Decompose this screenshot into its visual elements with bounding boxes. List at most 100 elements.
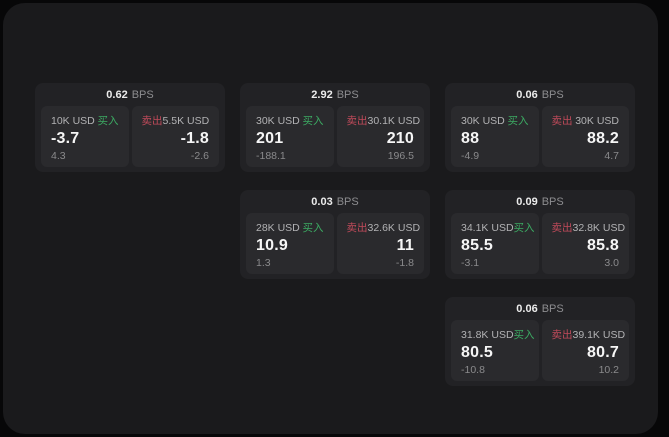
sell-quote-pane[interactable]: 卖出 5.5K USD -1.8 -2.6 [131, 106, 219, 167]
card-header: 2.92 BPS [246, 83, 424, 106]
buy-secondary-value: -188.1 [256, 150, 286, 162]
buy-notional: 30K USD [461, 114, 505, 127]
buy-pane-header: 28K USD 买入 [256, 220, 324, 235]
card-body: 31.8K USD 买入 80.5 -10.8 卖出 39.1K USD 80.… [451, 320, 629, 381]
quote-card-grid: 0.62 BPS 10K USD 买入 -3.7 4.3 卖出 5.5K USD … [35, 83, 635, 386]
buy-price: 201 [256, 130, 284, 147]
buy-pane-header: 34.1K USD 买入 [461, 220, 535, 235]
card-body: 30K USD 买入 201 -188.1 卖出 30.1K USD 210 1… [246, 106, 424, 167]
sell-pane-header: 卖出 30K USD [552, 113, 620, 128]
sell-quote-pane[interactable]: 卖出 32.6K USD 11 -1.8 [336, 213, 424, 274]
bps-unit-label: BPS [131, 89, 154, 101]
buy-price: 85.5 [461, 237, 493, 254]
card-header: 0.03 BPS [246, 190, 424, 213]
sell-secondary-value: 3.0 [604, 257, 619, 269]
buy-side-label: 买入 [97, 115, 119, 127]
card-body: 30K USD 买入 88 -4.9 卖出 30K USD 88.2 4.7 [451, 106, 629, 167]
sell-notional: 32.6K USD [367, 221, 421, 234]
sell-quote-pane[interactable]: 卖出 32.8K USD 85.8 3.0 [541, 213, 629, 274]
sell-pane-header: 卖出 32.6K USD [346, 220, 421, 235]
sell-price: 11 [396, 237, 414, 254]
quote-card: 0.62 BPS 10K USD 买入 -3.7 4.3 卖出 5.5K USD … [35, 83, 225, 172]
card-header: 0.06 BPS [451, 83, 629, 106]
sell-secondary-value: -2.6 [190, 150, 209, 162]
buy-secondary-value: -4.9 [461, 150, 480, 162]
buy-pane-header: 31.8K USD 买入 [461, 327, 535, 342]
sell-side-label: 卖出 [346, 222, 368, 234]
sell-quote-pane[interactable]: 卖出 30K USD 88.2 4.7 [541, 106, 629, 167]
buy-notional: 30K USD [256, 114, 300, 127]
quote-card: 0.06 BPS 30K USD 买入 88 -4.9 卖出 30K USD 88… [445, 83, 635, 172]
bps-unit-label: BPS [336, 196, 359, 208]
sell-price: 85.8 [587, 237, 619, 254]
sell-side-label: 卖出 [551, 222, 573, 234]
spread-bps-value: 2.92 [311, 89, 333, 101]
sell-side-label: 卖出 [551, 115, 573, 127]
spread-bps-value: 0.06 [516, 303, 538, 315]
quote-card: 0.09 BPS 34.1K USD 买入 85.5 -3.1 卖出 32.8K … [445, 190, 635, 279]
spread-bps-value: 0.62 [106, 89, 128, 101]
sell-pane-header: 卖出 32.8K USD [551, 220, 626, 235]
buy-secondary-value: -10.8 [461, 364, 485, 376]
buy-secondary-value: 1.3 [256, 257, 271, 269]
buy-pane-header: 10K USD 买入 [51, 113, 119, 128]
buy-price: -3.7 [51, 130, 80, 147]
buy-side-label: 买入 [302, 222, 324, 234]
buy-side-label: 买入 [507, 115, 529, 127]
sell-price: -1.8 [180, 130, 209, 147]
card-body: 10K USD 买入 -3.7 4.3 卖出 5.5K USD -1.8 -2.… [41, 106, 219, 167]
sell-price: 80.7 [587, 344, 619, 361]
sell-secondary-value: 4.7 [604, 150, 619, 162]
bps-unit-label: BPS [336, 89, 359, 101]
sell-quote-pane[interactable]: 卖出 39.1K USD 80.7 10.2 [541, 320, 629, 381]
card-body: 28K USD 买入 10.9 1.3 卖出 32.6K USD 11 -1.8 [246, 213, 424, 274]
buy-price: 80.5 [461, 344, 493, 361]
sell-notional: 30K USD [575, 114, 619, 127]
buy-notional: 10K USD [51, 114, 95, 127]
sell-side-label: 卖出 [346, 115, 368, 127]
spread-bps-value: 0.06 [516, 89, 538, 101]
buy-notional: 28K USD [256, 221, 300, 234]
buy-quote-pane[interactable]: 30K USD 买入 88 -4.9 [451, 106, 539, 167]
buy-quote-pane[interactable]: 31.8K USD 买入 80.5 -10.8 [451, 320, 539, 381]
sell-secondary-value: 196.5 [387, 150, 414, 162]
sell-notional: 32.8K USD [572, 221, 626, 234]
buy-price: 10.9 [256, 237, 288, 254]
sell-price: 88.2 [587, 130, 619, 147]
sell-secondary-value: -1.8 [395, 257, 414, 269]
sell-notional: 30.1K USD [367, 114, 421, 127]
sell-price: 210 [386, 130, 414, 147]
buy-quote-pane[interactable]: 28K USD 买入 10.9 1.3 [246, 213, 334, 274]
sell-pane-header: 卖出 39.1K USD [551, 327, 626, 342]
bps-unit-label: BPS [541, 303, 564, 315]
buy-side-label: 买入 [513, 329, 535, 341]
buy-quote-pane[interactable]: 30K USD 买入 201 -188.1 [246, 106, 334, 167]
app-panel: 0.62 BPS 10K USD 买入 -3.7 4.3 卖出 5.5K USD … [3, 3, 658, 434]
spread-bps-value: 0.09 [516, 196, 538, 208]
quote-card: 0.03 BPS 28K USD 买入 10.9 1.3 卖出 32.6K USD… [240, 190, 430, 279]
sell-side-label: 卖出 [141, 115, 163, 127]
buy-secondary-value: -3.1 [461, 257, 480, 269]
buy-quote-pane[interactable]: 34.1K USD 买入 85.5 -3.1 [451, 213, 539, 274]
card-header: 0.09 BPS [451, 190, 629, 213]
buy-secondary-value: 4.3 [51, 150, 66, 162]
sell-quote-pane[interactable]: 卖出 30.1K USD 210 196.5 [336, 106, 424, 167]
quote-card: 0.06 BPS 31.8K USD 买入 80.5 -10.8 卖出 39.1K… [445, 297, 635, 386]
sell-notional: 39.1K USD [572, 328, 626, 341]
buy-side-label: 买入 [302, 115, 324, 127]
bps-unit-label: BPS [541, 89, 564, 101]
buy-quote-pane[interactable]: 10K USD 买入 -3.7 4.3 [41, 106, 129, 167]
sell-pane-header: 卖出 5.5K USD [142, 113, 210, 128]
buy-pane-header: 30K USD 买入 [461, 113, 529, 128]
sell-secondary-value: 10.2 [598, 364, 619, 376]
quote-card: 2.92 BPS 30K USD 买入 201 -188.1 卖出 30.1K U… [240, 83, 430, 172]
sell-notional: 5.5K USD [162, 114, 210, 127]
buy-price: 88 [461, 130, 480, 147]
card-header: 0.62 BPS [41, 83, 219, 106]
sell-side-label: 卖出 [551, 329, 573, 341]
sell-pane-header: 卖出 30.1K USD [346, 113, 421, 128]
card-body: 34.1K USD 买入 85.5 -3.1 卖出 32.8K USD 85.8… [451, 213, 629, 274]
buy-notional: 34.1K USD [461, 221, 514, 234]
buy-notional: 31.8K USD [461, 328, 514, 341]
buy-pane-header: 30K USD 买入 [256, 113, 324, 128]
